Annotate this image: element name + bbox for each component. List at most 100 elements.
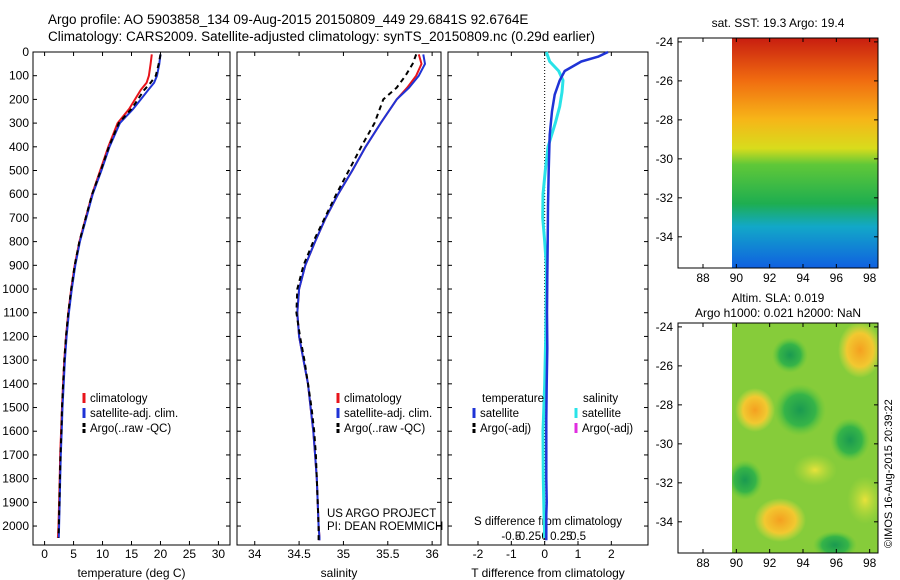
sla-map-ytick-label: -30 (656, 437, 674, 451)
temperature-xtick-label: 15 (125, 547, 139, 561)
temperature-xtick-label: 0 (41, 547, 48, 561)
plot-title-line1: Argo profile: AO 5903858_134 09-Aug-2015… (48, 12, 529, 27)
salinity-series-line (296, 54, 426, 541)
salinity-legend-item-label: Argo(..raw -QC) (344, 423, 425, 435)
sst-map-ytick-label: -32 (656, 191, 674, 205)
depth-ytick-label: 400 (9, 140, 29, 154)
sla-anomaly-high (735, 388, 775, 432)
difference-temperature-satellite-line (545, 50, 609, 541)
salinity-annotation-pi: PI: DEAN ROEMMICH (327, 521, 443, 533)
sla-map-axes-frame (677, 322, 879, 554)
depth-ytick-label: 1300 (2, 353, 29, 367)
sla-anomaly-low (830, 418, 870, 462)
sla-map-xtick-label: 98 (863, 556, 877, 570)
sst-map-xtick-label: 90 (730, 271, 744, 285)
sla-anomaly-low (732, 460, 763, 500)
depth-ytick-label: 300 (9, 116, 29, 130)
salinity-profile-panel: 34 34.5 35 35.5 36 salinity climatology satelli… (236, 51, 443, 580)
temperature-axes-frame (32, 51, 231, 546)
temperature-xtick-label: 30 (212, 547, 226, 561)
difference-legend-item-label: satellite (582, 408, 621, 420)
sst-map-ytick-label: -28 (656, 113, 674, 127)
sst-map-xtick-label: 98 (863, 271, 877, 285)
temperature-profile-panel: 0 5 10 15 20 25 300100200300400500600700800900… (2, 45, 231, 580)
salinity-xtick-label: 34.5 (287, 547, 311, 561)
difference-s-tick-label: -0.5 (501, 531, 521, 543)
difference-t-xtick-label: 0 (541, 547, 548, 561)
sla-anomaly-low (774, 384, 826, 436)
sla-map-xtick-label: 94 (796, 556, 810, 570)
depth-ytick-label: 1100 (3, 306, 29, 320)
salinity-annotation-project: US ARGO PROJECT (327, 508, 436, 520)
sla-map-ytick-label: -32 (656, 476, 674, 490)
sla-anomaly-low (772, 337, 808, 373)
difference-profile-panel: -2 -1 0 1 2-0.5-0.25 0 0.250.5S difference fro… (447, 50, 649, 580)
sst-map-xtick-label: 94 (796, 271, 810, 285)
sst-map-xtick-label: 92 (763, 271, 777, 285)
difference-legend-item-label: satellite (480, 408, 519, 420)
depth-ytick-label: 1200 (2, 329, 29, 343)
temperature-legend-item-label: Argo(..raw -QC) (90, 423, 171, 435)
sst-map-ytick-label: -34 (656, 230, 674, 244)
salinity-xtick-label: 34 (248, 547, 262, 561)
sst-map-axes-frame (677, 37, 879, 269)
salinity-legend-item-label: satellite-adj. clim. (344, 408, 432, 420)
temperature-legend-item-label: satellite-adj. clim. (90, 408, 178, 420)
difference-t-xtick-label: -1 (506, 547, 517, 561)
difference-legend-title-temperature: temperature (482, 393, 544, 405)
temperature-xtick-label: 5 (70, 547, 77, 561)
depth-ytick-label: 100 (9, 69, 29, 83)
depth-ytick-label: 1000 (2, 282, 29, 296)
depth-ytick-label: 800 (9, 235, 29, 249)
difference-t-xlabel: T difference from climatology (471, 566, 625, 580)
sla-map-title-line1: Altim. SLA: 0.019 (732, 291, 825, 305)
sla-anomaly-mid (793, 454, 837, 486)
difference-t-xtick-label: 1 (575, 547, 582, 561)
sla-map-ytick-label: -34 (656, 515, 674, 529)
sla-map-xtick-label: 90 (730, 556, 744, 570)
sst-map-xtick-label: 96 (830, 271, 844, 285)
depth-ytick-label: 700 (9, 211, 29, 225)
sla-map-ytick-label: -24 (656, 320, 674, 334)
depth-ytick-label: 1700 (2, 448, 29, 462)
difference-t-xtick-label: -2 (473, 547, 484, 561)
sla-anomaly-low (813, 531, 857, 553)
depth-ytick-label: 0 (22, 45, 29, 59)
depth-ytick-label: 1600 (2, 424, 29, 438)
depth-ytick-label: 1900 (2, 495, 29, 509)
sst-heatmap (732, 38, 878, 268)
temperature-series-line (56, 54, 153, 538)
depth-ytick-label: 500 (9, 164, 29, 178)
sla-map-xtick-label: 92 (763, 556, 777, 570)
copyright-stamp: ©IMOS 16-Aug-2015 20:39:22 (883, 399, 895, 548)
difference-s-tick-label: 0.5 (570, 531, 586, 543)
salinity-xlabel: salinity (321, 566, 358, 580)
sla-map-ytick-label: -26 (656, 359, 674, 373)
difference-legend-item-label: Argo(-adj) (480, 423, 531, 435)
salinity-axes-frame (236, 51, 442, 546)
sla-map-ytick-label: -28 (656, 398, 674, 412)
plot-title-line2: Climatology: CARS2009. Satellite-adjuste… (48, 29, 596, 44)
difference-axes-frame (447, 51, 649, 546)
depth-ytick-label: 200 (9, 92, 29, 106)
temperature-xtick-label: 25 (183, 547, 197, 561)
sla-map-panel: 88 90 92 94 96 98 -24 -26 -28 -30 -32 -34 Altim. SLA… (656, 291, 879, 570)
temperature-xtick-label: 10 (96, 547, 110, 561)
temperature-xtick-label: 20 (154, 547, 168, 561)
sla-anomaly-high (754, 498, 806, 542)
difference-legend-title-salinity: salinity (583, 393, 618, 405)
sla-anomaly-high (838, 323, 878, 378)
difference-legend-item-label: Argo(-adj) (582, 423, 633, 435)
temperature-series-line (57, 54, 162, 538)
depth-ytick-label: 2000 (2, 519, 29, 533)
depth-ytick-label: 1800 (2, 472, 29, 486)
sla-anomaly-mid (847, 476, 878, 524)
sst-map-ytick-label: -30 (656, 152, 674, 166)
temperature-series-line (57, 54, 162, 538)
difference-salinity-satellite-line (541, 51, 565, 538)
salinity-series-line (295, 54, 418, 541)
salinity-xtick-label: 36 (425, 547, 439, 561)
sst-map-xtick-label: 88 (696, 271, 710, 285)
depth-ytick-label: 900 (9, 258, 29, 272)
